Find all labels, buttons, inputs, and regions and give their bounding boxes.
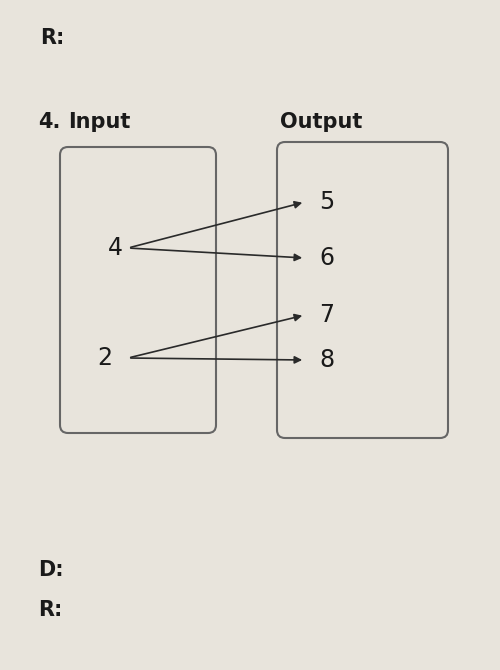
Text: R:: R: bbox=[40, 28, 64, 48]
Text: 8: 8 bbox=[319, 348, 334, 372]
Text: Input: Input bbox=[68, 112, 130, 132]
Text: D:: D: bbox=[38, 560, 64, 580]
Text: Output: Output bbox=[280, 112, 362, 132]
Text: 4.: 4. bbox=[38, 112, 60, 132]
Text: 6: 6 bbox=[319, 246, 334, 270]
Text: 4: 4 bbox=[108, 236, 122, 260]
Text: 7: 7 bbox=[319, 303, 334, 327]
Text: 2: 2 bbox=[98, 346, 112, 370]
Text: R:: R: bbox=[38, 600, 62, 620]
Text: 5: 5 bbox=[319, 190, 334, 214]
